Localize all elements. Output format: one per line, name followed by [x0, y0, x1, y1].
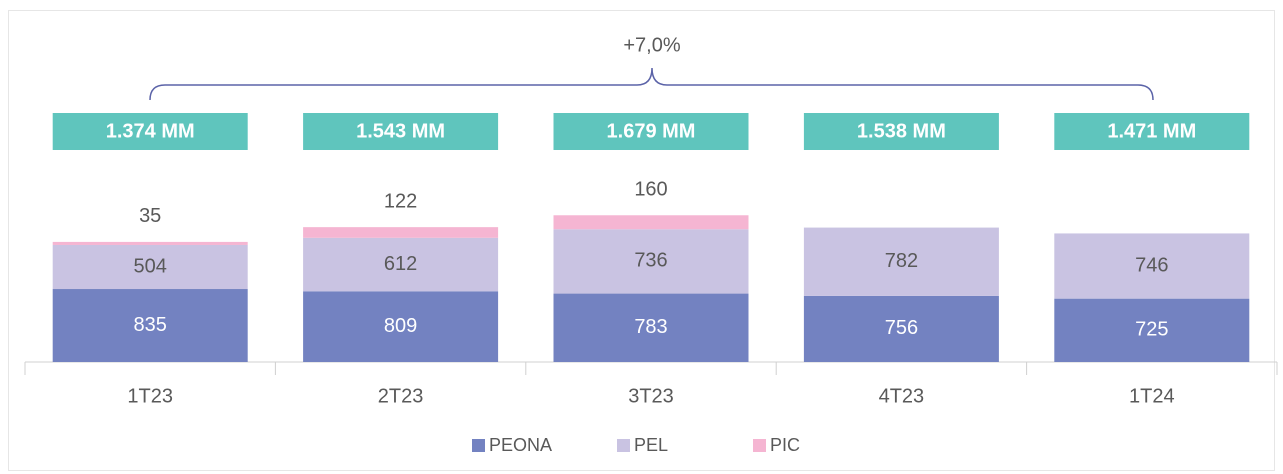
bar-segment — [803, 295, 999, 362]
data-label: 782 — [885, 250, 918, 272]
bar-segment — [553, 229, 749, 294]
legend-label: PIC — [770, 435, 800, 455]
data-label: 809 — [384, 315, 417, 337]
x-tick-label: 1T24 — [1129, 385, 1175, 407]
total-label: 1.543 MM — [356, 120, 445, 142]
bar-segment — [303, 291, 499, 362]
bar-segment — [52, 289, 248, 362]
data-label: 756 — [885, 317, 918, 339]
bar-segment — [1054, 298, 1250, 362]
data-label: 835 — [134, 314, 167, 336]
data-label: 783 — [634, 316, 667, 338]
legend-label: PEL — [634, 435, 668, 455]
x-tick-label: 1T23 — [127, 385, 173, 407]
total-label: 1.471 MM — [1107, 120, 1196, 142]
total-label: 1.538 MM — [857, 120, 946, 142]
bar-segment — [52, 241, 248, 245]
total-box — [1054, 113, 1250, 150]
bar-segment — [303, 237, 499, 292]
chart-frame — [8, 10, 1275, 471]
data-label: 746 — [1135, 254, 1168, 276]
data-label: 612 — [384, 253, 417, 275]
x-tick-label: 2T23 — [378, 385, 424, 407]
legend-label: PEONA — [489, 435, 552, 455]
x-tick-label: 3T23 — [628, 385, 674, 407]
data-label: 160 — [634, 179, 667, 201]
total-box — [803, 113, 999, 150]
bar-segment — [553, 293, 749, 362]
data-label: 725 — [1135, 319, 1168, 341]
growth-bracket — [149, 67, 1154, 101]
data-label: 122 — [384, 190, 417, 212]
total-label: 1.374 MM — [106, 120, 195, 142]
legend-swatch — [472, 439, 485, 452]
bar-segment — [52, 244, 248, 290]
total-box — [52, 113, 248, 150]
bar-segment — [553, 215, 749, 230]
bar-segment — [303, 227, 499, 238]
legend-swatch — [753, 439, 766, 452]
bar-segment — [1054, 233, 1250, 299]
data-label: 35 — [139, 205, 161, 227]
x-tick-label: 4T23 — [879, 385, 925, 407]
data-label: 736 — [634, 250, 667, 272]
bar-segment — [803, 227, 999, 296]
total-label: 1.679 MM — [607, 120, 696, 142]
legend-swatch — [617, 439, 630, 452]
growth-annotation: +7,0% — [623, 34, 680, 56]
total-box — [553, 113, 749, 150]
total-box — [303, 113, 499, 150]
data-label: 504 — [134, 255, 167, 277]
